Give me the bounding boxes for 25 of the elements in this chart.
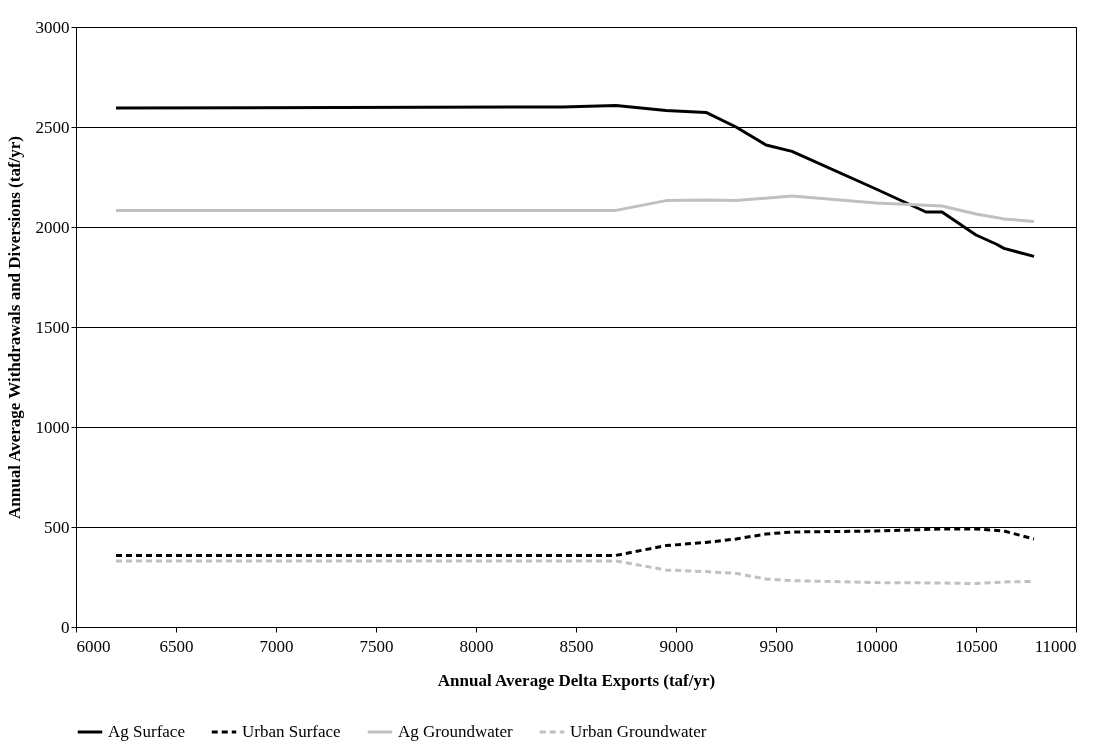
x-tick-label: 9000	[659, 636, 694, 656]
y-tick-label: 1500	[35, 317, 70, 337]
line-series	[114, 194, 1036, 223]
y-tick-label: 3000	[35, 17, 70, 37]
y-tick-label: 1000	[35, 417, 70, 437]
x-axis-title: Annual Average Delta Exports (taf/yr)	[437, 670, 716, 690]
x-tick-label: 10500	[955, 636, 998, 656]
x-tick-label: 9500	[759, 636, 794, 656]
y-tick-label: 0	[61, 617, 70, 637]
y-tick-label: 2000	[35, 217, 70, 237]
x-tick-label: 6500	[159, 636, 194, 656]
y-axis-title: Annual Average Withdrawals and Diversions (taf/yr)	[4, 136, 24, 519]
x-tick-label: 11000	[1034, 636, 1077, 656]
y-tick-label: 500	[44, 517, 70, 537]
legend-label: Urban Groundwater	[570, 722, 707, 741]
legend-label: Urban Surface	[242, 722, 341, 741]
legend-label: Ag Groundwater	[398, 722, 514, 741]
y-tick-label: 2500	[35, 117, 70, 137]
x-tick-label: 8000	[459, 636, 494, 656]
x-tick-label: 7000	[259, 636, 294, 656]
x-tick-label: 10000	[855, 636, 898, 656]
x-tick-label: 6000	[76, 636, 111, 656]
x-tick-label: 7500	[359, 636, 394, 656]
x-tick-label: 8500	[559, 636, 594, 656]
legend-label: Ag Surface	[108, 722, 185, 741]
